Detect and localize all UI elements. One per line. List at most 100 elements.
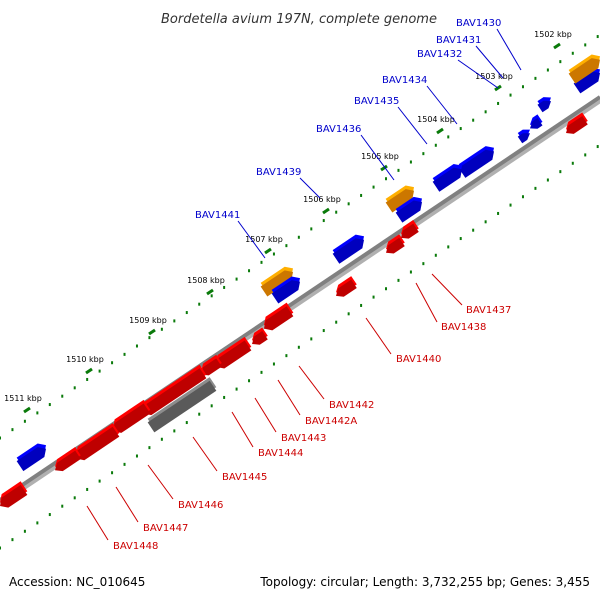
outer-track-dot [173,319,176,323]
inner-track-dot [61,504,64,508]
kbp-tick-mark [23,406,31,414]
gene-label-forward: BAV1441 [195,210,240,221]
inner-track-dot [160,437,163,441]
outer-track-dot [360,193,363,197]
outer-track-dot [61,394,64,398]
kbp-tick-label: 1504 kbp [417,115,455,124]
inner-track-dot [347,312,350,316]
inner-track-dot [111,471,114,475]
leader-line-reverse [147,464,174,500]
inner-track-dot [98,479,101,483]
reverse-gene [142,364,207,416]
inner-track-dot [360,303,363,307]
inner-track-dot [484,220,487,224]
gene-label-reverse: BAV1438 [441,322,486,333]
leader-line-reverse [115,486,139,523]
forward-gene [529,114,543,129]
gene-body [395,200,423,223]
leader-line-reverse [277,379,301,416]
gene-body [147,380,217,433]
inner-track-dot [472,228,475,232]
leader-line-forward [496,28,522,71]
gene-body [385,189,414,213]
outer-track-dot [135,344,138,348]
outer-track-dot [198,302,201,306]
outer-track-dot [409,160,412,164]
kbp-tick-label: 1511 kbp [4,394,42,403]
inner-track-dot [173,429,176,433]
inner-track-dot [422,262,425,266]
inner-track-dot [596,145,599,149]
outer-track-dot [521,85,524,89]
outer-track-dot [98,369,101,373]
outer-track-dot [260,260,263,264]
outer-track-dot [73,386,76,390]
outer-track-dot [272,252,275,256]
inner-track-dot [36,521,39,525]
outer-track-dot [397,168,400,172]
gene-body [54,450,81,472]
inner-track-dot [459,237,462,241]
outer-track-dot [497,101,500,105]
kbp-tick-mark [322,207,330,215]
reverse-gene [385,234,405,254]
inner-track-dot [135,454,138,458]
forward-gene [395,196,423,223]
leader-line-reverse [415,282,438,323]
reverse-gene [263,302,294,331]
gene-leader-lines [86,28,522,541]
gene-label-forward: BAV1435 [354,96,399,107]
reverse-gene [75,423,120,461]
gene-body [537,100,551,113]
outer-track-dot [123,352,126,356]
forward-gene [432,164,462,192]
inner-track-dot [23,529,26,533]
inner-track-dot [148,446,151,450]
leader-line-reverse [298,365,325,400]
kbp-scale: 1502 kbp 1503 kbp 1504 kbp 1505 kbp 1506 kbp… [4,30,572,414]
outer-track-dot [347,202,350,206]
inner-track-dot [11,538,14,542]
leader-line-forward [237,220,266,259]
inner-track-dot [521,195,524,199]
gene-label-reverse: BAV1446 [178,500,223,511]
outer-track-dot [422,152,425,156]
misc-feature [147,377,217,433]
inner-track-dot [297,345,300,349]
outer-track-dot [322,219,325,223]
inner-track-dot [86,487,89,491]
gene-body [264,306,294,331]
outer-track-dot [509,93,512,97]
inner-track-dot [372,295,375,299]
kbp-tick-label: 1506 kbp [303,195,341,204]
outer-track-dot [148,336,151,340]
gene-body [16,447,46,472]
inner-track-dot [584,153,587,157]
outer-track-dot [185,311,188,315]
inner-track-dot [272,362,275,366]
inner-track-dot [0,546,1,550]
outer-tick-track [0,35,599,440]
gene-label-reverse: BAV1437 [466,305,511,316]
inner-track-dot [210,404,213,408]
reverse-gene [565,112,588,134]
inner-track-dot [385,287,388,291]
outer-track-dot [86,377,89,381]
gene-label-forward: BAV1430 [456,18,501,29]
outer-track-dot [297,235,300,239]
outer-track-dot [459,127,462,131]
inner-track-dot [534,186,537,190]
rna-gene [260,266,294,297]
leader-line-forward [299,177,321,199]
inner-track-dot [335,320,338,324]
outer-track-dot [235,277,238,281]
leader-line-reverse [86,505,109,541]
inner-track-dot [123,462,126,466]
kbp-tick-label: 1508 kbp [187,276,225,285]
inner-track-dot [434,253,437,257]
outer-track-dot [23,419,26,423]
rna-gene [385,185,414,213]
gene-label-reverse: BAV1447 [143,523,188,534]
leader-line-reverse [192,436,218,472]
kbp-tick-label: 1507 kbp [245,235,283,244]
